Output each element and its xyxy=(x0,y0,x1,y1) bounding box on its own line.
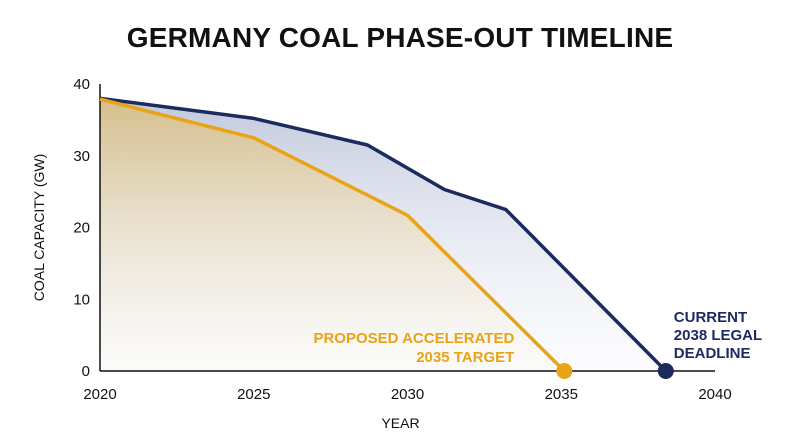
x-tick-label: 2040 xyxy=(698,386,731,403)
y-tick-label: 10 xyxy=(73,291,90,308)
current-deadline-marker xyxy=(657,363,674,379)
x-tick-label: 2030 xyxy=(391,386,424,403)
y-tick-label: 20 xyxy=(73,220,90,237)
y-tick-label: 0 xyxy=(82,363,90,380)
x-axis-title: YEAR xyxy=(381,415,419,431)
x-tick-label: 2020 xyxy=(83,386,116,403)
x-tick-label: 2025 xyxy=(237,386,270,403)
x-tick-label: 2035 xyxy=(545,386,578,403)
y-tick-label: 40 xyxy=(73,76,90,93)
y-tick-labels: 0 10 20 30 40 xyxy=(73,76,90,380)
current-deadline-annotation: CURRENT 2038 LEGAL DEADLINE xyxy=(674,309,762,362)
y-axis-title: COAL CAPACITY (GW) xyxy=(31,154,47,302)
chart-title: GERMANY COAL PHASE-OUT TIMELINE xyxy=(126,22,674,53)
current-series-line xyxy=(99,96,668,373)
proposed-series-area xyxy=(100,99,565,371)
y-tick-label: 30 xyxy=(73,148,90,165)
x-tick-labels: 2020 2025 2030 2035 2040 xyxy=(83,386,731,403)
proposed-target-annotation: PROPOSED ACCELERATED 2035 TARGET xyxy=(313,330,514,366)
proposed-series-line xyxy=(99,97,566,373)
proposed-target-marker xyxy=(556,363,573,379)
